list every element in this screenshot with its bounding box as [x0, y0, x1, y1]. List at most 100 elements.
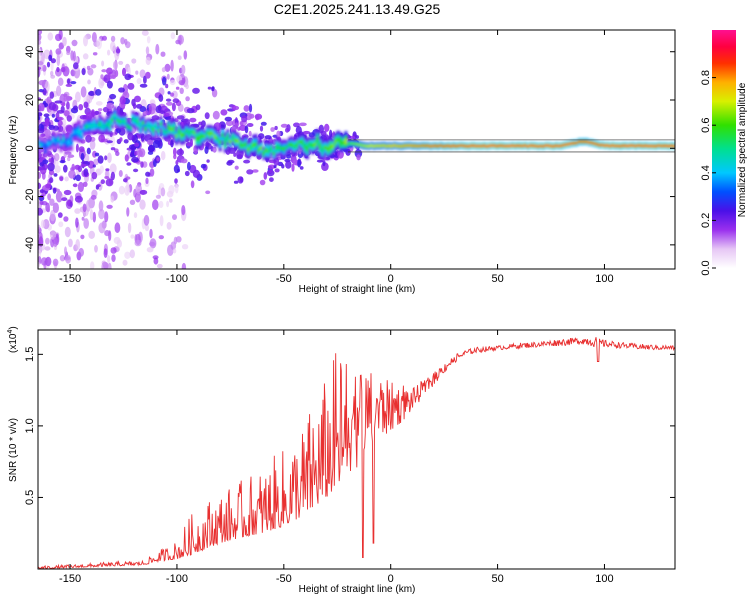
- cloud-blob: [106, 102, 115, 109]
- cloud-blob: [39, 189, 45, 194]
- cloud-blob: [65, 83, 73, 87]
- cloud-blob: [38, 151, 42, 160]
- cloud-blob: [48, 102, 57, 111]
- colorbar-tick-label: 0.2: [700, 213, 712, 228]
- cloud-blob: [165, 98, 172, 102]
- cloud-blob: [233, 152, 237, 157]
- x-tick-label: 50: [491, 273, 503, 285]
- band-peak: [577, 140, 581, 143]
- cloud-blob: [83, 101, 89, 109]
- cloud-blob: [192, 87, 200, 94]
- noise-blob: [64, 246, 67, 256]
- band-peak: [269, 147, 274, 151]
- band-peak: [570, 142, 574, 145]
- cloud-blob: [220, 109, 228, 116]
- cloud-blob: [38, 112, 43, 117]
- noise-blob: [96, 38, 102, 50]
- cloud-blob: [180, 158, 188, 164]
- cloud-blob: [126, 162, 132, 166]
- noise-blob: [173, 236, 178, 245]
- cloud-blob: [66, 101, 70, 110]
- band-peak: [182, 132, 186, 138]
- band-peak: [210, 131, 215, 136]
- noise-blob: [50, 209, 56, 222]
- cloud-blob: [270, 127, 275, 132]
- noise-blob: [133, 212, 138, 219]
- noise-blob: [134, 192, 141, 203]
- band-peak: [536, 145, 540, 148]
- cloud-blob: [123, 178, 128, 183]
- band-peak: [636, 144, 640, 147]
- noise-blob: [185, 83, 189, 90]
- cloud-blob: [148, 106, 152, 115]
- cloud-blob: [60, 67, 66, 73]
- noise-blob: [177, 55, 182, 60]
- band-peak: [626, 145, 630, 147]
- cloud-blob: [109, 93, 117, 100]
- band-peak: [275, 144, 279, 151]
- noise-blob: [129, 199, 136, 205]
- band-peak: [531, 144, 535, 147]
- band-peak: [562, 144, 566, 146]
- noise-blob: [110, 35, 116, 43]
- cloud-blob: [212, 110, 220, 120]
- band-peak: [198, 135, 202, 142]
- band-peak: [477, 145, 481, 147]
- spectrogram-frame: [37, 29, 676, 270]
- band-peak: [326, 146, 330, 152]
- cloud-blob: [299, 166, 304, 170]
- cloud-blob: [104, 155, 108, 161]
- cloud-blob: [94, 152, 100, 157]
- band-peak: [618, 145, 622, 148]
- cloud-blob: [110, 147, 116, 151]
- noise-blob: [125, 41, 131, 49]
- noise-blob: [87, 67, 94, 76]
- cloud-blob: [61, 197, 68, 202]
- cloud-blob: [38, 182, 42, 190]
- cloud-blob: [244, 125, 249, 134]
- cloud-blob: [205, 190, 211, 195]
- noise-blob: [175, 39, 181, 45]
- band-peak: [267, 148, 271, 154]
- band-peak: [177, 129, 181, 135]
- band-peak: [98, 121, 102, 127]
- cloud-blob: [38, 116, 41, 121]
- band-peak: [139, 124, 143, 130]
- band-peak: [672, 145, 675, 148]
- cloud-blob: [269, 177, 274, 183]
- cloud-blob: [57, 120, 63, 127]
- band-peak: [121, 119, 125, 124]
- noise-blob: [102, 35, 107, 41]
- colorbar-tick-label: 0.4: [700, 165, 712, 180]
- noise-blob: [92, 211, 97, 223]
- band-peak: [249, 145, 253, 149]
- band-peak: [593, 142, 597, 145]
- spectrogram-panel: -150 -100 -50 0 50 100 -40 -20 0 20 40 Height of …: [8, 29, 676, 295]
- noise-blob: [144, 224, 149, 232]
- band-peak: [623, 144, 628, 147]
- cloud-blob: [119, 137, 123, 142]
- cloud-blob: [264, 135, 272, 140]
- band-peak: [285, 145, 289, 149]
- band-peak: [459, 144, 463, 147]
- cloud-blob: [140, 161, 144, 168]
- cloud-blob: [280, 123, 288, 128]
- cloud-blob: [127, 82, 135, 90]
- band-peak: [162, 128, 166, 133]
- band-peak: [616, 145, 620, 147]
- y-tick-label: 20: [24, 94, 36, 106]
- cloud-blob: [190, 180, 195, 189]
- noise-blob: [95, 101, 103, 106]
- cloud-blob: [226, 120, 233, 127]
- cloud-blob: [57, 116, 64, 121]
- noise-blob: [178, 80, 185, 86]
- band-peak: [264, 147, 268, 153]
- band-peak: [382, 144, 386, 147]
- cloud-blob: [75, 174, 81, 182]
- cloud-blob: [58, 125, 64, 132]
- noise-blob: [145, 46, 150, 55]
- band-peak: [549, 145, 553, 147]
- band-peak: [205, 131, 209, 135]
- band-peak: [85, 124, 89, 129]
- cloud-blob: [100, 74, 104, 80]
